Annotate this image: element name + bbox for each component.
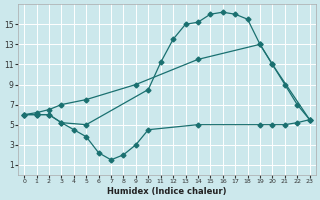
- X-axis label: Humidex (Indice chaleur): Humidex (Indice chaleur): [107, 187, 227, 196]
